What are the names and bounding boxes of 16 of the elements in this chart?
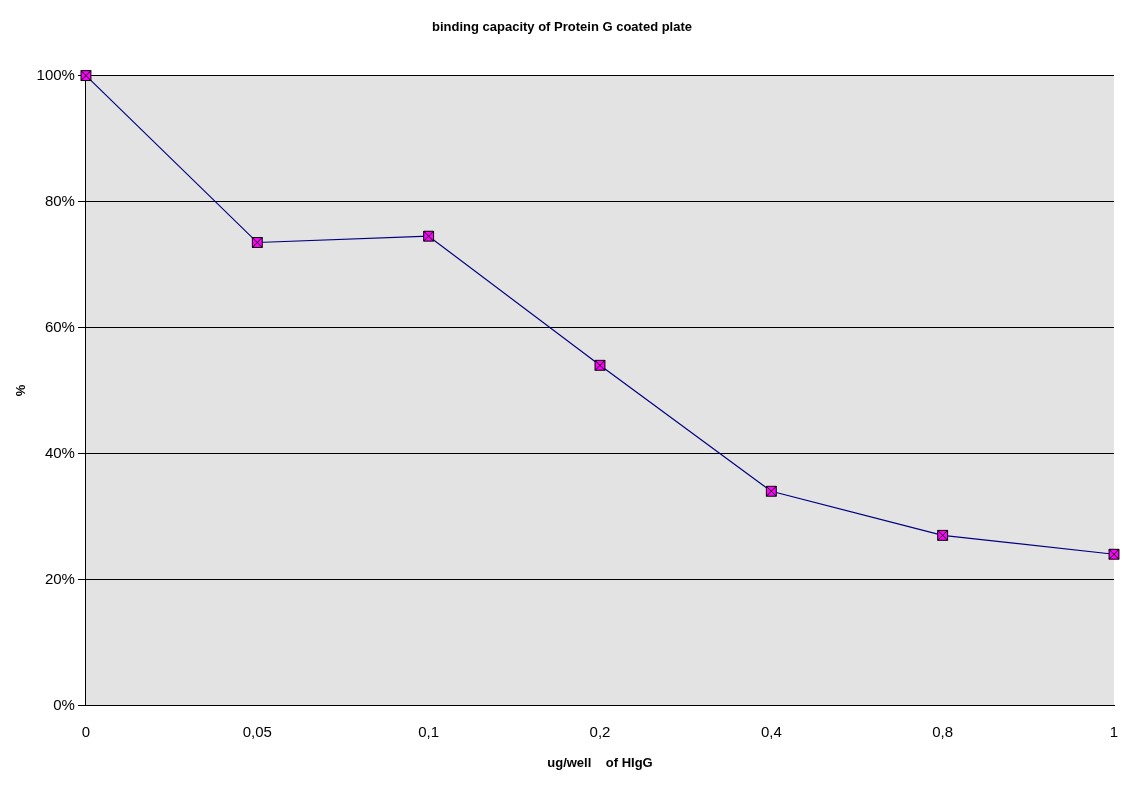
- x-tick-label: 0,2: [589, 722, 611, 740]
- x-tick-label: 0,4: [760, 722, 782, 740]
- x-tick-label: 1: [1109, 722, 1119, 740]
- x-tick-label: 0,05: [242, 722, 272, 740]
- x-tick-label: 0,8: [932, 722, 954, 740]
- y-axis-title: %: [13, 384, 29, 397]
- y-tick-label: 60%: [44, 317, 75, 335]
- y-tick-label: 80%: [44, 191, 75, 209]
- chart-title: binding capacity of Protein G coated plate: [431, 19, 693, 35]
- x-axis-title: ug/well of HIgG: [547, 754, 653, 770]
- x-tick-label: 0: [81, 722, 91, 740]
- y-tick-label: 100%: [36, 65, 75, 83]
- y-tick-label: 20%: [44, 569, 75, 587]
- y-tick-label: 0%: [53, 695, 75, 713]
- y-tick-label: 40%: [44, 443, 75, 461]
- x-tick-label: 0,1: [418, 722, 440, 740]
